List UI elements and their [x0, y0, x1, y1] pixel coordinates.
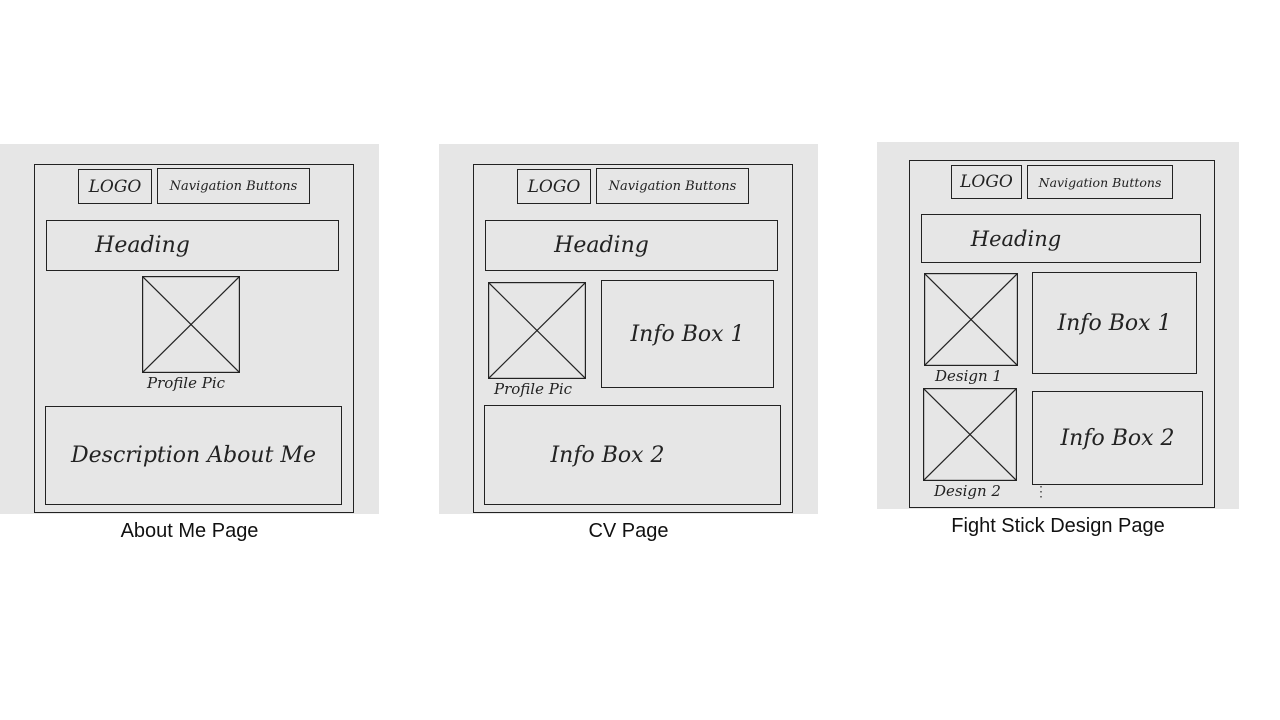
profile-pic-placeholder [142, 276, 240, 373]
heading-box: Heading [485, 220, 778, 271]
info-box-2: Info Box 2 [1032, 391, 1203, 485]
description-label: Description About Me [71, 443, 316, 468]
info-box-1-label: Info Box 1 [1057, 310, 1172, 336]
navigation-buttons-box: Navigation Buttons [596, 168, 749, 204]
continuation-dots: ⋮ [1034, 483, 1048, 499]
profile-pic-label: Profile Pic [147, 374, 226, 392]
navigation-buttons-box: Navigation Buttons [1027, 165, 1173, 199]
logo-box: LOGO [78, 169, 152, 204]
design-2-placeholder [923, 388, 1017, 481]
page-frame [909, 160, 1215, 508]
info-box-1-label: Info Box 1 [630, 321, 745, 347]
heading-label: Heading [554, 233, 649, 258]
fight-stick-design-caption: Fight Stick Design Page [951, 515, 1165, 537]
heading-label: Heading [970, 226, 1062, 251]
about-me-caption: About Me Page [120, 520, 259, 542]
info-box-1: Info Box 1 [1032, 272, 1197, 374]
profile-pic-placeholder [488, 282, 586, 379]
info-box-1: Info Box 1 [601, 280, 774, 388]
logo-label: LOGO [527, 176, 581, 197]
page-frame [473, 164, 793, 513]
about-me-wireframe: LOGO Navigation Buttons Heading Profile … [0, 144, 379, 514]
heading-box: Heading [921, 214, 1201, 263]
logo-label: LOGO [960, 172, 1013, 192]
logo-box: LOGO [517, 169, 591, 204]
logo-label: LOGO [88, 176, 142, 197]
cv-wireframe: LOGO Navigation Buttons Heading Profile … [439, 144, 818, 514]
cv-caption: CV Page [588, 520, 669, 542]
logo-box: LOGO [951, 165, 1022, 199]
navigation-buttons-label: Navigation Buttons [169, 178, 298, 194]
description-box: Description About Me [45, 406, 342, 505]
design-1-label: Design 1 [935, 367, 1002, 385]
fight-stick-design-wireframe: LOGO Navigation Buttons Heading Design 1… [877, 142, 1239, 509]
navigation-buttons-label: Navigation Buttons [1038, 174, 1162, 190]
navigation-buttons-box: Navigation Buttons [157, 168, 310, 204]
navigation-buttons-label: Navigation Buttons [608, 178, 737, 194]
design-1-placeholder [924, 273, 1018, 366]
heading-box: Heading [46, 220, 339, 271]
design-2-label: Design 2 [934, 482, 1001, 500]
info-box-2-label: Info Box 2 [1060, 425, 1175, 451]
info-box-2-label: Info Box 2 [550, 442, 665, 468]
info-box-2: Info Box 2 [484, 405, 781, 505]
heading-label: Heading [95, 233, 190, 258]
profile-pic-label: Profile Pic [494, 380, 573, 398]
page-frame [34, 164, 354, 513]
